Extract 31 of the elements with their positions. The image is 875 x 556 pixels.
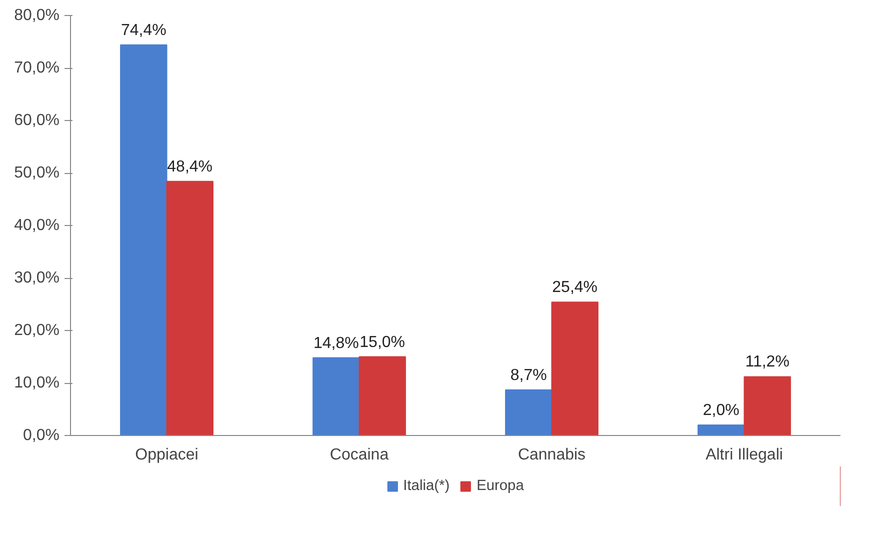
- x-tick-label: Oppiacei: [135, 446, 198, 464]
- data-label: 15,0%: [360, 334, 406, 351]
- y-tick-label: 30,0%: [14, 270, 60, 286]
- x-tick-label: Cocaina: [330, 446, 389, 464]
- data-label: 25,4%: [552, 279, 598, 296]
- bar: [166, 180, 214, 436]
- bar: [744, 376, 791, 436]
- data-label: 14,8%: [313, 334, 359, 352]
- bar: [358, 356, 406, 436]
- bar: [505, 389, 552, 436]
- bar: [551, 302, 598, 436]
- y-tick-label: 60,0%: [14, 112, 60, 129]
- x-tick-label: Cannabis: [518, 446, 586, 464]
- y-tick-label: 10,0%: [14, 374, 60, 392]
- y-tick-label: 70,0%: [14, 60, 60, 76]
- data-label: 2,0%: [702, 402, 740, 419]
- y-tick-label: 20,0%: [14, 322, 60, 339]
- bar: [120, 44, 168, 436]
- data-label: 11,2%: [745, 354, 790, 371]
- y-tick-label: 50,0%: [14, 164, 60, 182]
- y-tick-label: 40,0%: [14, 217, 60, 234]
- bar: [698, 424, 745, 436]
- data-label: 48,4%: [167, 158, 213, 176]
- bar: [312, 357, 360, 436]
- legend-label: Europa: [476, 478, 524, 494]
- data-label: 8,7%: [510, 366, 547, 384]
- y-tick-label: 80,0%: [14, 7, 60, 24]
- legend-label: Italia(*): [403, 478, 450, 494]
- x-tick-label: Altri Illegali: [706, 446, 783, 464]
- data-label: 74,4%: [120, 22, 166, 39]
- y-tick-label: 0,0%: [23, 427, 60, 444]
